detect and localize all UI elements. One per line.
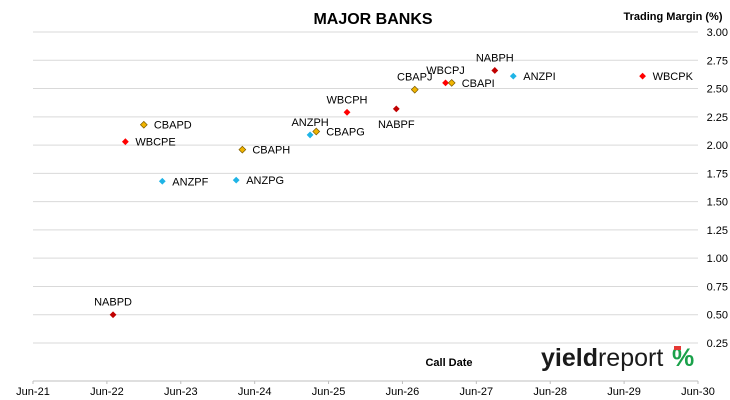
- y-tick-label: 2.75: [707, 55, 728, 67]
- logo-word-yield: yield: [541, 344, 598, 372]
- y-tick-label: 0.50: [707, 310, 728, 322]
- point-marker: [392, 105, 400, 113]
- logo-wordmark: yieldreport: [541, 344, 663, 372]
- point-label: ANZPF: [172, 176, 208, 188]
- data-points: NABPD WBCPE CBAPD ANZPF ANZPG CBAPH ANZPHCBAPG…: [94, 52, 694, 319]
- y-tick-label: 1.75: [707, 168, 728, 180]
- point-label: CBAPD: [154, 120, 192, 132]
- x-tick-label: Jun-23: [164, 386, 198, 398]
- x-tick-label: Jun-26: [386, 386, 420, 398]
- data-point-nabpf: NABPF: [378, 105, 415, 131]
- point-label: NABPD: [94, 297, 132, 309]
- point-marker: [238, 145, 247, 154]
- point-label: CBAPI: [462, 78, 495, 90]
- y-tick-label: 2.00: [707, 140, 728, 152]
- point-marker: [639, 72, 646, 80]
- y-tick-label: 1.00: [707, 253, 728, 265]
- point-marker: [158, 177, 166, 185]
- point-marker: [442, 79, 449, 87]
- point-marker: [109, 311, 117, 319]
- point-label: ANZPH: [291, 117, 328, 129]
- point-label: WBCPH: [327, 94, 368, 106]
- data-point-wbcpk: WBCPK: [639, 71, 694, 83]
- data-point-wbcpe: WBCPE: [121, 137, 176, 149]
- x-tick-label: Jun-21: [16, 386, 50, 398]
- y-tick-label: 3.00: [707, 27, 728, 39]
- yieldreport-logo: yieldreport %: [541, 344, 694, 372]
- point-marker: [232, 176, 240, 184]
- gridlines: [33, 31, 698, 344]
- data-point-cbapg: CBAPG: [312, 127, 365, 139]
- data-point-wbcpj: WBCPJ: [426, 65, 465, 87]
- point-label: NABPF: [378, 119, 415, 131]
- x-tick-label: Jun-27: [460, 386, 494, 398]
- x-tick-label: Jun-22: [90, 386, 124, 398]
- x-tick-label: Jun-28: [533, 386, 567, 398]
- chart-title: MAJOR BANKS: [313, 11, 432, 28]
- point-marker: [312, 127, 321, 136]
- point-marker: [306, 131, 314, 139]
- logo-red-accent: [674, 346, 681, 350]
- point-marker: [447, 78, 456, 87]
- x-axis-title: Call Date: [425, 357, 472, 369]
- point-marker: [343, 108, 351, 116]
- logo-percent-symbol: %: [672, 344, 694, 372]
- y-tick-label: 0.25: [707, 338, 728, 350]
- point-label: ANZPI: [523, 71, 555, 83]
- y-tick-label: 2.25: [707, 112, 728, 124]
- point-marker: [410, 85, 419, 94]
- point-label: WBCPJ: [426, 65, 465, 77]
- y-tick-label: 2.50: [707, 84, 728, 96]
- point-label: ANZPG: [246, 175, 284, 187]
- x-tick-label: Jun-24: [238, 386, 272, 398]
- y-axis-title: Trading Margin (%): [624, 11, 723, 23]
- x-axis-ticks: Jun-21 Jun-22 Jun-23 Jun-24 Jun-25 Jun-26 Jun-…: [16, 381, 715, 398]
- data-point-anzpi: ANZPI: [509, 71, 556, 83]
- point-marker: [509, 72, 517, 80]
- point-label: CBAPH: [252, 145, 290, 157]
- data-point-anzpf: ANZPF: [158, 176, 209, 188]
- x-tick-label: Jun-25: [312, 386, 346, 398]
- y-tick-label: 1.25: [707, 225, 728, 237]
- point-label: CBAPG: [326, 127, 365, 139]
- y-tick-label: 1.50: [707, 197, 728, 209]
- y-axis-ticks: 0.25 0.50 0.75 1.00 1.25 1.50 1.75 2.00 2.25 2.50…: [707, 27, 728, 350]
- data-point-cbaph: CBAPH: [238, 145, 290, 157]
- logo-word-report: report: [598, 344, 663, 372]
- point-label: NABPH: [476, 52, 514, 64]
- data-point-cbapj: CBAPJ: [397, 72, 432, 94]
- point-label: WBCPK: [653, 71, 694, 83]
- data-point-anzpg: ANZPG: [232, 175, 284, 187]
- x-tick-label: Jun-29: [607, 386, 641, 398]
- x-tick-label: Jun-30: [681, 386, 715, 398]
- point-marker: [121, 138, 129, 146]
- data-point-anzph: ANZPH: [291, 117, 329, 139]
- point-marker: [139, 120, 148, 129]
- point-marker: [491, 67, 499, 74]
- data-point-cbapd: CBAPD: [139, 120, 192, 132]
- data-point-nabph: NABPH: [476, 52, 514, 74]
- data-point-nabpd: NABPD: [94, 297, 132, 319]
- data-point-wbcph: WBCPH: [327, 94, 368, 116]
- point-label: CBAPJ: [397, 72, 432, 84]
- y-tick-label: 0.75: [707, 281, 728, 293]
- data-point-cbapi: CBAPI: [447, 78, 495, 90]
- point-label: WBCPE: [135, 137, 175, 149]
